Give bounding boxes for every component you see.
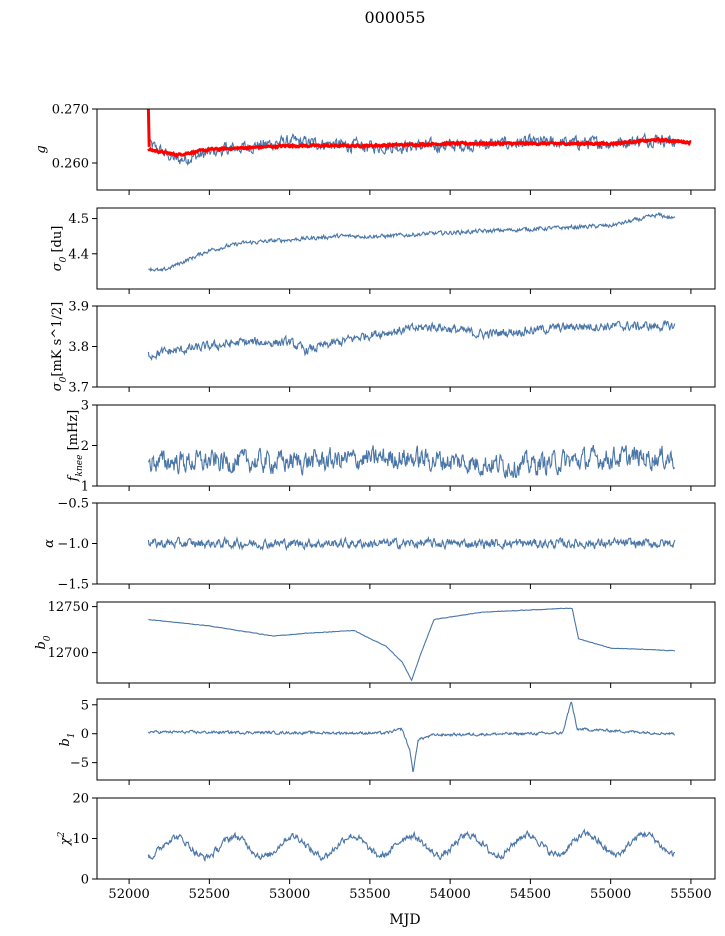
panel-frame xyxy=(96,601,716,684)
x-tick-label: 54000 xyxy=(429,887,470,902)
x-tick-label: 54500 xyxy=(510,887,551,902)
y-tick-label: 3 xyxy=(81,399,89,414)
x-tick-label: 52000 xyxy=(108,887,149,902)
y-axis-label-sigma0_du: σ0 [du] xyxy=(50,226,69,272)
y-tick-label: 3.8 xyxy=(68,340,89,355)
y-tick-label: 0 xyxy=(81,873,89,888)
y-tick-label: −1.5 xyxy=(57,578,89,593)
x-axis-label: MJD xyxy=(389,912,420,928)
y-tick-label: −5 xyxy=(70,756,89,771)
y-tick-label: 2 xyxy=(81,439,89,454)
series-line-fknee-0 xyxy=(147,444,676,480)
y-tick-label: 1 xyxy=(81,480,89,495)
y-tick-label: 0.260 xyxy=(52,157,89,172)
panel-frame xyxy=(96,404,716,487)
y-tick-label: 20 xyxy=(72,792,89,807)
y-tick-label: −0.5 xyxy=(57,497,89,512)
y-tick-label: 10 xyxy=(72,832,89,847)
panel-g: 0.260 0.270 g xyxy=(34,103,716,195)
y-tick-label: 5 xyxy=(81,698,89,713)
y-tick-label: 3.9 xyxy=(68,300,89,315)
y-tick-label: 3.7 xyxy=(68,381,89,396)
y-axis-label-alpha: α xyxy=(42,539,57,548)
series-line-alpha-0 xyxy=(147,535,676,552)
y-axis-label-chi2: χ2 xyxy=(57,831,73,846)
y-axis-label-sigma0_mk: σ0[mK s^1/2] xyxy=(50,302,69,391)
y-axis-label-g: g xyxy=(34,145,49,153)
panel-alpha: −1.5 −1.0 −0.5 α xyxy=(42,497,716,593)
x-tick-label: 53500 xyxy=(349,887,390,902)
series-line-b1-0 xyxy=(147,701,675,773)
x-tick-label: 53000 xyxy=(269,887,310,902)
y-tick-label: 12750 xyxy=(48,600,89,615)
panel-frame xyxy=(96,108,716,191)
y-tick-label: 4.4 xyxy=(68,247,89,262)
x-tick-label: 55000 xyxy=(590,887,631,902)
panel-b0: 12700 12750 b0 xyxy=(34,600,716,688)
panel-b1: −5 0 5 b1 xyxy=(58,698,716,785)
y-tick-label: −1.0 xyxy=(57,537,89,552)
series-line-b0-0 xyxy=(148,607,675,682)
series-spike-g xyxy=(146,108,151,147)
panel-frame xyxy=(96,698,716,781)
series-line-sigma0_du-0 xyxy=(148,211,676,273)
y-axis-label-b1: b1 xyxy=(58,732,77,746)
panel-chi2: 52000 52500 53000 53500 54000 54500 55000 55500… xyxy=(57,792,716,902)
y-axis-label-fknee: fknee [mHz] xyxy=(66,410,85,483)
series-line-sigma0_mk-0 xyxy=(147,319,676,361)
y-tick-label: 12700 xyxy=(48,646,89,661)
x-tick-label: 52500 xyxy=(189,887,230,902)
panel-sigma0_du: 4.4 4.5σ0 [du] xyxy=(50,207,716,294)
panel-sigma0_mk: 3.7 3.8 3.9σ0[mK s^1/2] xyxy=(50,300,716,396)
series-line-g-1 xyxy=(147,136,692,158)
series-line-chi2-0 xyxy=(147,828,676,863)
y-tick-label: 0 xyxy=(81,727,89,742)
panel-frame xyxy=(96,207,716,290)
panels: 0.260 0.270 g 4.4 4.5σ0 [du] 3.7 3.8 3.9σ0[mK s… xyxy=(34,103,716,902)
x-tick-label: 55500 xyxy=(670,887,711,902)
figure-title: 000055 xyxy=(364,8,425,27)
y-tick-label: 0.270 xyxy=(52,103,89,118)
y-axis-label-b0: b0 xyxy=(34,635,53,649)
y-tick-label: 4.5 xyxy=(68,212,89,227)
